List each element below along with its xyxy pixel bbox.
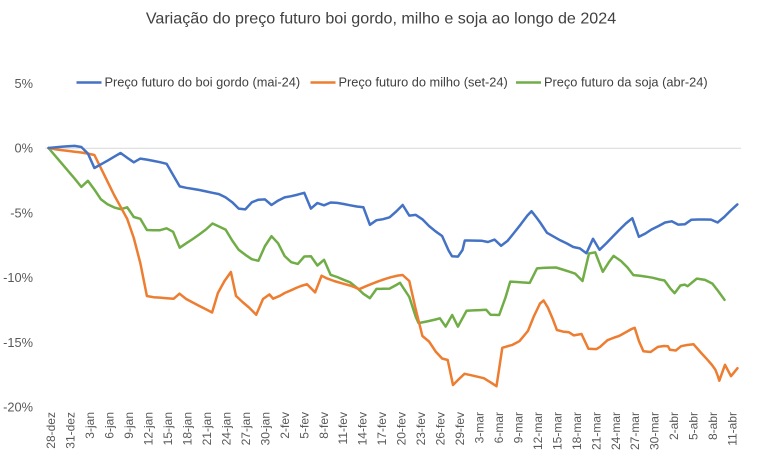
svg-text:29-fev: 29-fev (453, 412, 467, 445)
svg-text:14-fev: 14-fev (356, 412, 370, 445)
svg-text:8-fev: 8-fev (317, 412, 331, 439)
svg-text:18-mar: 18-mar (570, 412, 584, 450)
svg-text:26-fev: 26-fev (434, 412, 448, 445)
svg-text:3-mar: 3-mar (473, 412, 487, 443)
svg-text:-20%: -20% (3, 400, 33, 415)
svg-text:12-mar: 12-mar (531, 412, 545, 450)
svg-text:0%: 0% (15, 141, 34, 156)
svg-text:30-mar: 30-mar (648, 412, 662, 450)
svg-text:24-jan: 24-jan (219, 412, 233, 445)
svg-text:Preço futuro do milho (set-24): Preço futuro do milho (set-24) (339, 75, 508, 90)
svg-text:3-jan: 3-jan (83, 412, 97, 439)
svg-text:31-dez: 31-dez (64, 412, 78, 449)
svg-text:Preço futuro da soja (abr-24): Preço futuro da soja (abr-24) (544, 75, 708, 90)
svg-text:Preço futuro do boi gordo (mai: Preço futuro do boi gordo (mai-24) (105, 75, 301, 90)
svg-text:6-mar: 6-mar (492, 412, 506, 443)
svg-text:-15%: -15% (3, 335, 33, 350)
svg-text:17-fev: 17-fev (375, 412, 389, 445)
svg-text:30-jan: 30-jan (258, 412, 272, 445)
svg-text:-10%: -10% (3, 270, 33, 285)
svg-text:Variação do preço futuro boi g: Variação do preço futuro boi gordo, milh… (146, 10, 616, 28)
svg-text:18-jan: 18-jan (181, 412, 195, 445)
svg-text:28-dez: 28-dez (44, 412, 58, 449)
svg-text:11-abr: 11-abr (726, 412, 740, 446)
svg-text:-5%: -5% (10, 205, 33, 220)
svg-text:9-jan: 9-jan (122, 412, 136, 439)
svg-text:12-jan: 12-jan (142, 412, 156, 445)
svg-text:9-mar: 9-mar (511, 412, 525, 443)
svg-text:8-abr: 8-abr (706, 412, 720, 440)
svg-text:21-jan: 21-jan (200, 412, 214, 445)
svg-text:5%: 5% (15, 76, 34, 91)
svg-text:2-fev: 2-fev (278, 412, 292, 439)
svg-text:11-fev: 11-fev (336, 412, 350, 444)
svg-text:2-abr: 2-abr (667, 412, 681, 440)
svg-text:23-fev: 23-fev (414, 412, 428, 445)
svg-text:15-mar: 15-mar (550, 412, 564, 450)
svg-text:21-mar: 21-mar (589, 412, 603, 450)
svg-text:5-abr: 5-abr (687, 412, 701, 440)
svg-text:5-fev: 5-fev (297, 412, 311, 439)
svg-text:15-jan: 15-jan (161, 412, 175, 445)
svg-text:20-fev: 20-fev (395, 412, 409, 445)
svg-text:27-mar: 27-mar (628, 412, 642, 450)
svg-text:6-jan: 6-jan (103, 412, 117, 439)
svg-text:27-jan: 27-jan (239, 412, 253, 445)
svg-text:24-mar: 24-mar (609, 412, 623, 450)
